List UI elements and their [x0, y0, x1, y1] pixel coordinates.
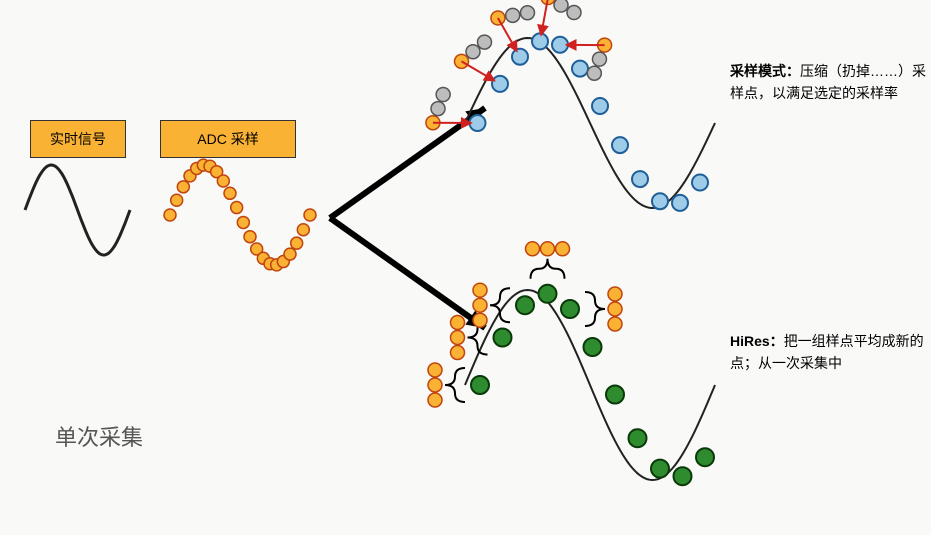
realtime-wave: [25, 165, 130, 255]
hires-mode-diagram: [410, 235, 770, 535]
bottom-label-single-acquisition: 单次采集: [55, 420, 143, 452]
label-adc-sampling: ADC 采样: [160, 120, 296, 158]
sampling-mode-diagram: [405, 0, 775, 268]
label-realtime-signal: 实时信号: [30, 120, 126, 158]
adc-sampled-wave: [170, 165, 310, 265]
